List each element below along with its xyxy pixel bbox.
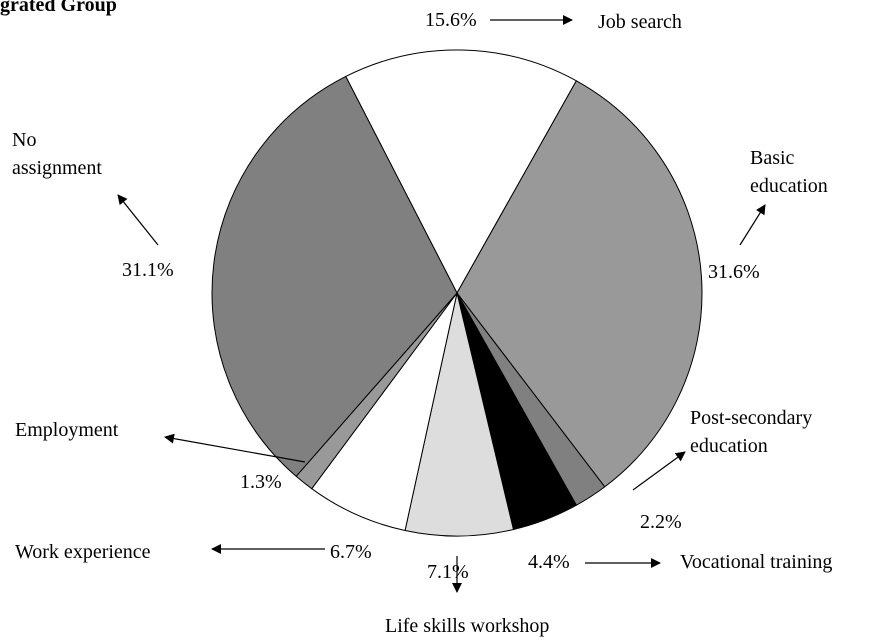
value-label: 4.4% — [528, 551, 570, 573]
label-arrow — [164, 433, 306, 463]
category-label: Post-secondary education — [690, 407, 813, 457]
value-label: 6.7% — [330, 541, 372, 563]
value-label: 7.1% — [427, 561, 469, 583]
category-label: Vocational training — [680, 551, 833, 573]
category-label: Job search — [598, 11, 682, 33]
value-label: 2.2% — [640, 511, 682, 533]
category-label: Employment — [15, 419, 119, 441]
category-label: Basic education — [750, 147, 828, 197]
category-label: Life skills workshop — [385, 615, 550, 637]
value-label: 31.1% — [122, 259, 174, 281]
value-label: 31.6% — [708, 261, 760, 283]
pie-slice — [456, 80, 703, 488]
label-arrow — [632, 451, 686, 491]
category-label: Work experience — [15, 541, 151, 563]
pie-slice — [211, 75, 458, 477]
category-label: No assignment — [12, 129, 102, 179]
value-label: 15.6% — [425, 9, 477, 31]
label-arrow — [739, 204, 766, 246]
pie-slice — [404, 292, 515, 537]
value-label: 1.3% — [240, 471, 282, 493]
pie-slice — [345, 49, 578, 295]
label-arrow — [117, 194, 159, 246]
chart-title: grated Group — [0, 0, 117, 16]
